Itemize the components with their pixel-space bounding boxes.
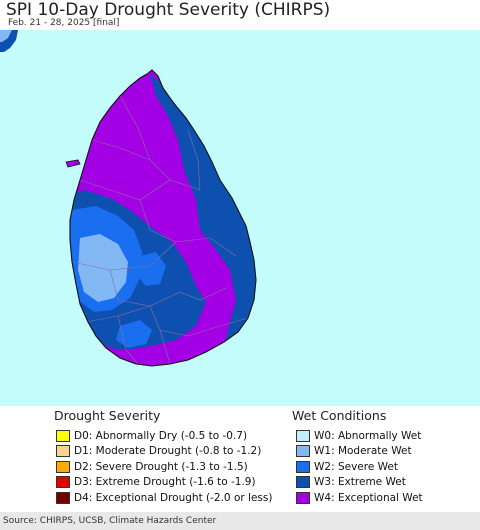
swatch-d4	[56, 491, 70, 504]
legend-label-w3: W3: Extreme Wet	[314, 476, 406, 489]
legend-label-w4: W4: Exceptional Wet	[314, 491, 423, 504]
swatch-d2	[56, 460, 70, 473]
legend-label-w0: W0: Abnormally Wet	[314, 429, 422, 442]
swatch-w4	[296, 491, 310, 504]
swatch-w2	[296, 460, 310, 473]
map-subtitle: Feb. 21 - 28, 2025 [final]	[8, 18, 120, 28]
legend-label-d1: D1: Moderate Drought (-0.8 to -1.2)	[74, 445, 262, 458]
source-credit: Source: CHIRPS, UCSB, Climate Hazards Ce…	[3, 516, 217, 526]
legend-item-d3: D3: Extreme Drought (-1.6 to -1.9)	[56, 475, 272, 491]
legend-item-w2: W2: Severe Wet	[296, 459, 423, 475]
drought-legend-heading: Drought Severity	[54, 408, 161, 423]
moderate-wet-west	[78, 234, 128, 302]
swatch-d1	[56, 445, 70, 458]
legend-label-w2: W2: Severe Wet	[314, 460, 398, 473]
drought-legend: D0: Abnormally Dry (-0.5 to -0.7) D1: Mo…	[56, 428, 272, 506]
legend-item-w0: W0: Abnormally Wet	[296, 428, 423, 444]
mainland-india	[0, 30, 18, 52]
legend-label-w1: W1: Moderate Wet	[314, 445, 412, 458]
severe-wet-patch-center	[136, 252, 166, 286]
legend-item-d0: D0: Abnormally Dry (-0.5 to -0.7)	[56, 428, 272, 444]
legend-label-d0: D0: Abnormally Dry (-0.5 to -0.7)	[74, 429, 248, 442]
legend-label-d2: D2: Severe Drought (-1.3 to -1.5)	[74, 460, 248, 473]
sri-lanka-island	[70, 70, 256, 366]
legend-label-d3: D3: Extreme Drought (-1.6 to -1.9)	[74, 476, 256, 489]
legend-item-d4: D4: Exceptional Drought (-2.0 or less)	[56, 490, 272, 506]
swatch-d0	[56, 429, 70, 442]
legend-item-w3: W3: Extreme Wet	[296, 475, 423, 491]
drought-map	[0, 30, 480, 406]
swatch-d3	[56, 476, 70, 489]
swatch-w0	[296, 429, 310, 442]
extreme-wet-east-coast	[150, 74, 256, 360]
district-boundaries	[71, 95, 249, 366]
wet-legend-heading: Wet Conditions	[292, 408, 387, 423]
island-outline	[69, 69, 257, 367]
wet-legend: W0: Abnormally Wet W1: Moderate Wet W2: …	[296, 428, 423, 506]
severe-wet-patch-south	[116, 320, 152, 348]
mannar-island	[65, 159, 81, 168]
legend-item-d1: D1: Moderate Drought (-0.8 to -1.2)	[56, 444, 272, 460]
swatch-w1	[296, 445, 310, 458]
legend-label-d4: D4: Exceptional Drought (-2.0 or less)	[74, 491, 273, 504]
map-title: SPI 10-Day Drought Severity (CHIRPS)	[6, 0, 331, 20]
footer-bar: Source: CHIRPS, UCSB, Climate Hazards Ce…	[0, 512, 480, 530]
legend-item-d2: D2: Severe Drought (-1.3 to -1.5)	[56, 459, 272, 475]
legend-item-w4: W4: Exceptional Wet	[296, 490, 423, 506]
swatch-w3	[296, 476, 310, 489]
legend-item-w1: W1: Moderate Wet	[296, 444, 423, 460]
